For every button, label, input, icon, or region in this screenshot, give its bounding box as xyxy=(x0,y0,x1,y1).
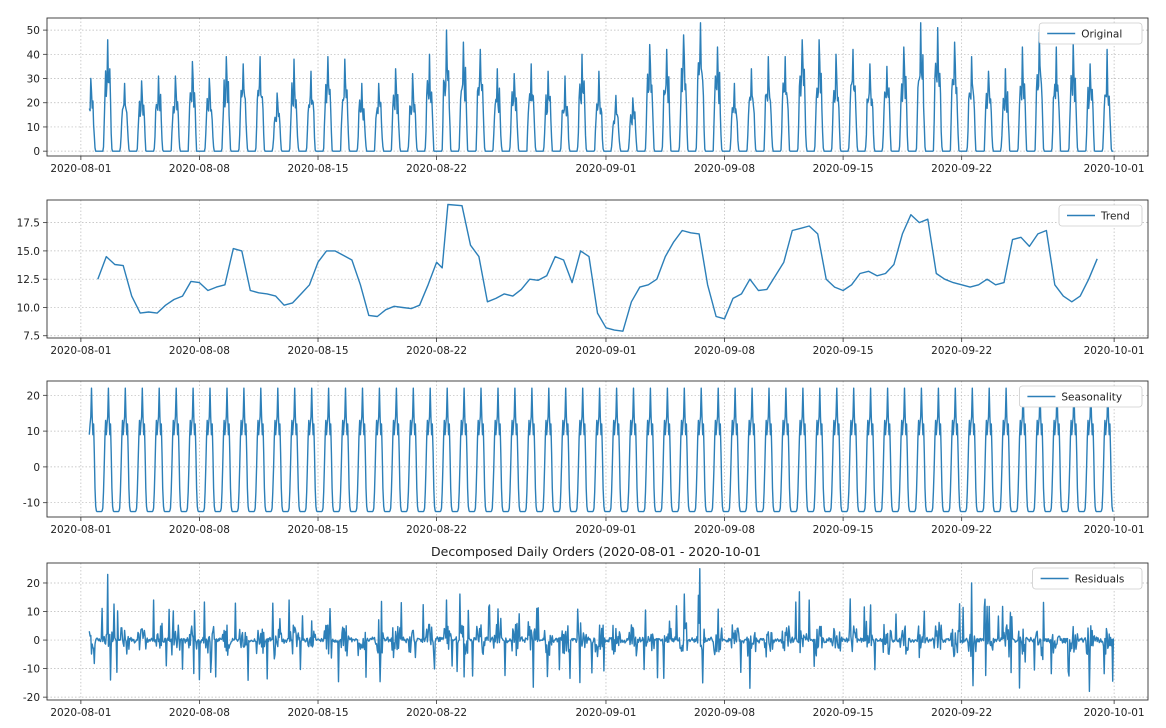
y-tick-label: -10 xyxy=(23,664,40,676)
y-tick-label: 30 xyxy=(27,74,40,86)
legend-box xyxy=(1058,204,1143,227)
x-tick-label: 2020-09-01 xyxy=(575,524,636,536)
trend-series-line xyxy=(97,203,1098,332)
y-tick-label: 15.0 xyxy=(17,246,40,258)
x-tick-label: 2020-08-08 xyxy=(169,163,230,175)
y-tick-label: -20 xyxy=(23,692,40,704)
x-tick-label: 2020-08-22 xyxy=(406,524,467,536)
y-tick-label: 7.5 xyxy=(23,331,40,343)
x-tick-label: 2020-08-01 xyxy=(50,707,111,719)
x-tick-label: 2020-09-22 xyxy=(931,524,992,536)
legend-box xyxy=(1019,385,1143,408)
y-tick-label: 0 xyxy=(33,462,40,474)
x-tick-label: 2020-09-01 xyxy=(575,163,636,175)
x-tick-label: 2020-09-22 xyxy=(931,163,992,175)
y-tick-label: 20 xyxy=(27,390,40,402)
x-tick-label: 2020-10-01 xyxy=(1084,524,1145,536)
x-tick-label: 2020-08-01 xyxy=(50,163,111,175)
axes-frame xyxy=(46,17,1149,157)
x-tick-label: 2020-08-15 xyxy=(287,707,348,719)
legend-box xyxy=(1038,22,1143,45)
y-tick-label: -10 xyxy=(23,498,40,510)
x-tick-label: 2020-09-15 xyxy=(813,707,874,719)
x-tick-label: 2020-09-15 xyxy=(813,524,874,536)
residuals-panel: -20 -10 0 10 20 2020-08-01 2020-08-08 2020-08-1… xyxy=(23,562,1149,719)
x-tick-label: 2020-08-22 xyxy=(406,345,467,357)
original-panel: 0 10 20 30 40 50 2020-08-01 2020-08-08 2020-08-1… xyxy=(27,17,1149,175)
seasonality-panel: -10 0 10 20 2020-08-01 2020-08-08 2020-08-15 20… xyxy=(23,380,1149,536)
x-tick-label: 2020-10-01 xyxy=(1084,707,1145,719)
legend-label: Residuals xyxy=(1075,574,1125,586)
x-tick-label: 2020-09-15 xyxy=(813,163,874,175)
y-tick-label: 12.5 xyxy=(17,274,40,286)
x-tick-label: 2020-10-01 xyxy=(1084,163,1145,175)
x-tick-label: 2020-09-01 xyxy=(575,707,636,719)
y-tick-label: 17.5 xyxy=(17,218,40,230)
y-tick-label: 20 xyxy=(27,98,40,110)
y-tick-label: 10 xyxy=(27,122,40,134)
x-tick-label: 2020-08-08 xyxy=(169,345,230,357)
axes-frame xyxy=(46,380,1149,518)
x-tick-label: 2020-09-08 xyxy=(694,345,755,357)
y-tick-label: 20 xyxy=(27,578,40,590)
legend-box xyxy=(1032,567,1143,590)
y-tick-label: 10 xyxy=(27,607,40,619)
legend-label: Seasonality xyxy=(1061,392,1122,404)
x-tick-label: 2020-09-01 xyxy=(575,345,636,357)
axes-frame xyxy=(46,562,1149,701)
x-tick-label: 2020-09-08 xyxy=(694,707,755,719)
x-tick-label: 2020-09-08 xyxy=(694,524,755,536)
y-tick-label: 0 xyxy=(33,635,40,647)
y-tick-label: 40 xyxy=(27,49,40,61)
x-tick-label: 2020-08-01 xyxy=(50,524,111,536)
x-tick-label: 2020-08-15 xyxy=(287,345,348,357)
legend-label: Trend xyxy=(1100,211,1130,223)
legend-label: Original xyxy=(1081,29,1122,41)
trend-panel: 7.5 10.0 12.5 15.0 17.5 2020-08-01 2020-08-08 2… xyxy=(17,199,1149,357)
y-tick-label: 50 xyxy=(27,25,40,37)
x-tick-label: 2020-10-01 xyxy=(1084,345,1145,357)
x-tick-label: 2020-08-22 xyxy=(406,163,467,175)
y-tick-label: 0 xyxy=(33,146,40,158)
axes-frame xyxy=(46,199,1149,339)
x-tick-label: 2020-08-08 xyxy=(169,707,230,719)
x-tick-label: 2020-08-15 xyxy=(287,524,348,536)
x-tick-label: 2020-09-22 xyxy=(931,707,992,719)
residuals-series-line xyxy=(88,568,1115,693)
figure-title: Decomposed Daily Orders (2020-08-01 - 20… xyxy=(431,544,761,559)
y-tick-label: 10 xyxy=(27,426,40,438)
y-tick-label: 10.0 xyxy=(17,302,40,314)
seasonality-series-line xyxy=(88,387,1114,513)
x-tick-label: 2020-08-01 xyxy=(50,345,111,357)
original-series-line xyxy=(88,22,1114,152)
x-tick-label: 2020-08-08 xyxy=(169,524,230,536)
x-tick-label: 2020-09-22 xyxy=(931,345,992,357)
x-tick-label: 2020-08-22 xyxy=(406,707,467,719)
x-tick-label: 2020-09-15 xyxy=(813,345,874,357)
x-tick-label: 2020-09-08 xyxy=(694,163,755,175)
x-tick-label: 2020-08-15 xyxy=(287,163,348,175)
